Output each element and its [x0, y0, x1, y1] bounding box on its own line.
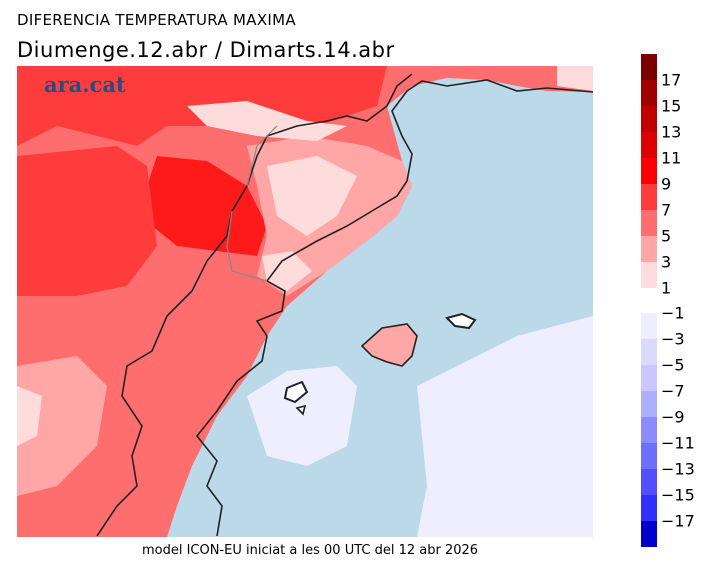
island-formentera — [295, 404, 307, 416]
colorbar-tick-label: −3 — [661, 329, 685, 349]
colorbar-tick-label: 17 — [661, 70, 682, 90]
colorbar-tick-label: 11 — [661, 148, 682, 168]
colorbar-tick-label: −7 — [661, 381, 685, 401]
warm-interior — [17, 146, 157, 296]
negative-zone-west — [247, 366, 357, 466]
colorbar-segment — [641, 236, 657, 262]
coastline — [195, 79, 593, 537]
colorbar-segment — [641, 521, 657, 547]
model-run-caption: model ICON-EU iniciat a les 00 UTC del 1… — [141, 543, 479, 558]
colorbar-segment — [641, 365, 657, 391]
warm-core — [147, 156, 267, 256]
colorbar-segment — [641, 132, 657, 158]
colorbar-segment — [641, 210, 657, 236]
date-range-subtitle: Diumenge.12.abr / Dimarts.14.abr — [17, 38, 395, 62]
light-coast — [267, 156, 357, 236]
colorbar-segment — [641, 54, 657, 80]
island-mallorca — [360, 323, 418, 367]
light-delta — [262, 251, 312, 291]
light-pyrenees — [187, 101, 347, 141]
colorbar-segment — [641, 313, 657, 339]
ara-cat-logo[interactable]: ara.cat — [44, 72, 126, 97]
colorbar-tick-label: −5 — [661, 355, 685, 375]
colorbar-segment — [641, 106, 657, 132]
temperature-difference-map — [17, 66, 593, 537]
colorbar-segment — [641, 158, 657, 184]
colorbar-segment — [641, 469, 657, 495]
colorbar-tick-label: 1 — [661, 278, 672, 298]
colorbar-segment — [641, 391, 657, 417]
colorbar-tick-label: 3 — [661, 252, 672, 272]
light-west — [17, 356, 107, 496]
colorbar-tick-label: −11 — [661, 433, 695, 453]
map-title: DIFERENCIA TEMPERATURA MAXIMA — [17, 11, 296, 29]
colorbar-segment — [641, 184, 657, 210]
colorbar-tick-label: −9 — [661, 407, 685, 427]
colorbar-segment — [641, 443, 657, 469]
island-menorca — [445, 312, 477, 330]
colorbar-segment — [641, 339, 657, 365]
inner-border — [226, 125, 278, 282]
colorbar-tick-label: 5 — [661, 226, 672, 246]
colorbar-segment — [641, 495, 657, 521]
colorbar-tick-label: −13 — [661, 459, 695, 479]
negative-zone-south — [417, 316, 593, 537]
colorbar-tick-label: −17 — [661, 511, 695, 531]
colorbar-tick-label: −15 — [661, 485, 695, 505]
colorbar-segment — [641, 262, 657, 288]
light-southwest — [17, 386, 42, 446]
colorbar-tick-label: 7 — [661, 200, 672, 220]
colorbar-segment — [641, 417, 657, 443]
border-line — [96, 73, 413, 537]
light-corsica-hint — [557, 66, 593, 91]
island-ibiza — [283, 380, 309, 404]
colorbar-tick-label: 13 — [661, 122, 682, 142]
colorbar-tick-label: 9 — [661, 174, 672, 194]
colorbar-segment — [641, 80, 657, 106]
colorbar-tick-label: −1 — [661, 303, 685, 323]
colorbar-tick-label: 15 — [661, 96, 682, 116]
